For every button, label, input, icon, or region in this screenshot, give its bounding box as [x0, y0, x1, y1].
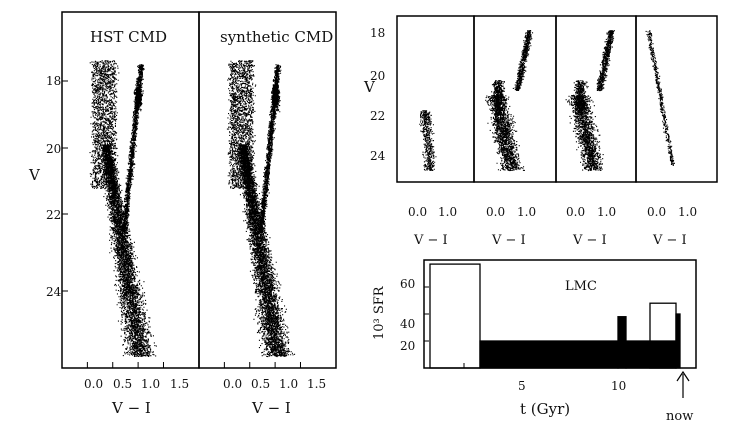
- left-ytick-18: 18: [46, 74, 61, 88]
- sfr-xlabel: t (Gyr): [520, 400, 570, 418]
- sfr-bar-filled-4: [675, 313, 681, 369]
- small-cmd-points-2: [485, 30, 534, 172]
- small-xlabel-a: V − I: [413, 233, 448, 248]
- sfr-ylabel: 10³ SFR: [372, 285, 387, 340]
- sfr-ytick-20: 20: [400, 339, 415, 353]
- sfr-bar-outline-1: [429, 263, 481, 369]
- cmd-panel-synthetic: synthetic CMD: [198, 11, 337, 369]
- small-ytick-22: 22: [370, 109, 385, 123]
- sfr-xtick-5: 5: [518, 379, 526, 393]
- left-xtick-8: 1.5: [307, 377, 326, 391]
- small-xtick-a2: 1.0: [438, 205, 457, 219]
- small-xtick-d1: 0.0: [647, 205, 666, 219]
- small-ytick-20: 20: [370, 69, 385, 83]
- cmd-star-points: [89, 60, 157, 357]
- small-xlabel-b: V − I: [491, 233, 526, 248]
- left-xtick-7: 1.0: [279, 377, 298, 391]
- small-xtick-b1: 0.0: [486, 205, 505, 219]
- panel-title-synthetic: synthetic CMD: [220, 28, 333, 46]
- sfr-bar-filled-1: [479, 340, 619, 369]
- sfr-bar-filled-3: [625, 340, 677, 369]
- left-axis-ticks: [62, 80, 301, 368]
- sfr-ytick-60: 60: [400, 277, 415, 291]
- left-ytick-20: 20: [46, 142, 61, 156]
- left-xlabel-2: V − I: [251, 399, 291, 417]
- small-cmd-points-1: [419, 110, 437, 171]
- left-xlabel-1: V − I: [111, 399, 151, 417]
- small-xlabel-d: V − I: [652, 233, 687, 248]
- small-xtick-a1: 0.0: [408, 205, 427, 219]
- left-xtick-3: 1.0: [141, 377, 160, 391]
- small-xtick-d2: 1.0: [678, 205, 697, 219]
- small-ytick-18: 18: [370, 26, 385, 40]
- left-xtick-2: 0.5: [113, 377, 132, 391]
- left-ytick-22: 22: [46, 208, 61, 222]
- now-arrow: [676, 370, 690, 398]
- sfr-panel: LMC: [423, 259, 697, 369]
- now-label: now: [666, 409, 693, 424]
- left-ylabel: V: [28, 166, 41, 184]
- small-ytick-24: 24: [370, 149, 386, 163]
- panel-title-hst: HST CMD: [90, 28, 167, 46]
- cmd-star-points: [226, 60, 296, 358]
- small-cmd-points-4: [645, 30, 675, 166]
- small-cmd-panels: [396, 15, 718, 183]
- sfr-label-lmc: LMC: [565, 279, 597, 294]
- left-xtick-1: 0.0: [84, 377, 103, 391]
- left-xtick-5: 0.0: [223, 377, 242, 391]
- cmd-panel-hst: HST CMD: [61, 11, 200, 369]
- left-ytick-24: 24: [46, 285, 62, 299]
- sfr-bar-filled-2: [617, 316, 627, 369]
- sfr-ytick-40: 40: [400, 317, 415, 331]
- left-xtick-4: 1.5: [170, 377, 189, 391]
- small-ylabel: V: [363, 78, 376, 96]
- small-xtick-b2: 1.0: [517, 205, 536, 219]
- left-xtick-6: 0.5: [251, 377, 270, 391]
- small-xtick-c2: 1.0: [597, 205, 616, 219]
- small-xtick-c1: 0.0: [566, 205, 585, 219]
- small-cmd-points-3: [565, 30, 615, 172]
- sfr-xtick-10: 10: [611, 379, 626, 393]
- small-xlabel-c: V − I: [572, 233, 607, 248]
